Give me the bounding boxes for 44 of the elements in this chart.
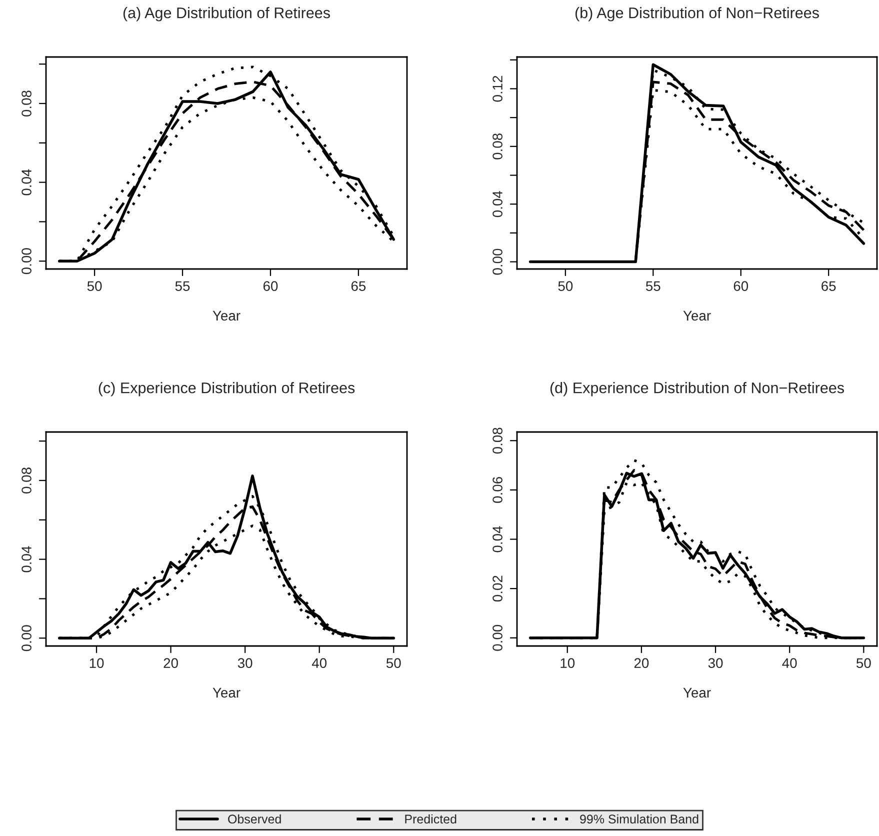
x-tick-label: 20 — [634, 658, 649, 668]
chart-title: (c) Experience Distribution of Retirees — [98, 382, 355, 396]
chart-title: (a) Age Distribution of Retirees — [123, 7, 330, 22]
x-tick-label: 65 — [351, 281, 366, 292]
legend-label: Predicted — [405, 814, 456, 824]
x-axis-title: Year — [212, 310, 240, 321]
y-tick-label: 0.08 — [22, 90, 32, 116]
x-tick-label: 55 — [175, 281, 190, 292]
y-tick-label: 0.04 — [22, 169, 32, 196]
x-tick-label: 55 — [646, 281, 660, 292]
x-tick-label: 50 — [87, 281, 102, 292]
x-tick-label: 20 — [164, 658, 178, 668]
x-tick-label: 40 — [312, 658, 327, 668]
y-tick-label: 0.08 — [492, 428, 502, 454]
x-tick-label: 60 — [734, 281, 748, 292]
x-axis-title: Year — [212, 688, 240, 698]
x-tick-label: 30 — [708, 658, 723, 668]
y-tick-label: 0.00 — [22, 625, 32, 652]
x-tick-label: 65 — [822, 281, 836, 292]
x-tick-label: 50 — [856, 658, 871, 668]
y-tick-label: 0.08 — [22, 468, 32, 494]
x-tick-label: 50 — [558, 281, 573, 292]
x-tick-label: 40 — [782, 658, 797, 668]
x-axis-title: Year — [683, 310, 711, 321]
y-tick-label: 0.00 — [492, 624, 502, 651]
x-axis-title: Year — [683, 688, 711, 698]
y-tick-label: 0.02 — [492, 576, 502, 602]
chart-title: (d) Experience Distribution of Non−Retirees — [550, 382, 844, 396]
y-tick-label: 0.00 — [492, 248, 502, 275]
x-tick-label: 30 — [238, 658, 252, 668]
y-tick-label: 0.04 — [22, 546, 32, 572]
legend-label: Observed — [228, 814, 281, 824]
x-tick-label: 60 — [263, 281, 278, 292]
x-tick-label: 50 — [386, 658, 401, 668]
chart-title: (b) Age Distribution of Non−Retirees — [575, 7, 819, 22]
legend-label: 99% Simulation Band — [580, 814, 698, 824]
y-tick-label: 0.04 — [492, 190, 502, 218]
y-tick-label: 0.06 — [492, 477, 502, 503]
x-tick-label: 10 — [560, 658, 575, 668]
y-tick-label: 0.12 — [492, 76, 502, 102]
y-tick-label: 0.00 — [22, 248, 32, 274]
y-tick-label: 0.08 — [492, 134, 502, 160]
y-tick-label: 0.04 — [492, 526, 502, 552]
x-tick-label: 10 — [90, 658, 104, 668]
